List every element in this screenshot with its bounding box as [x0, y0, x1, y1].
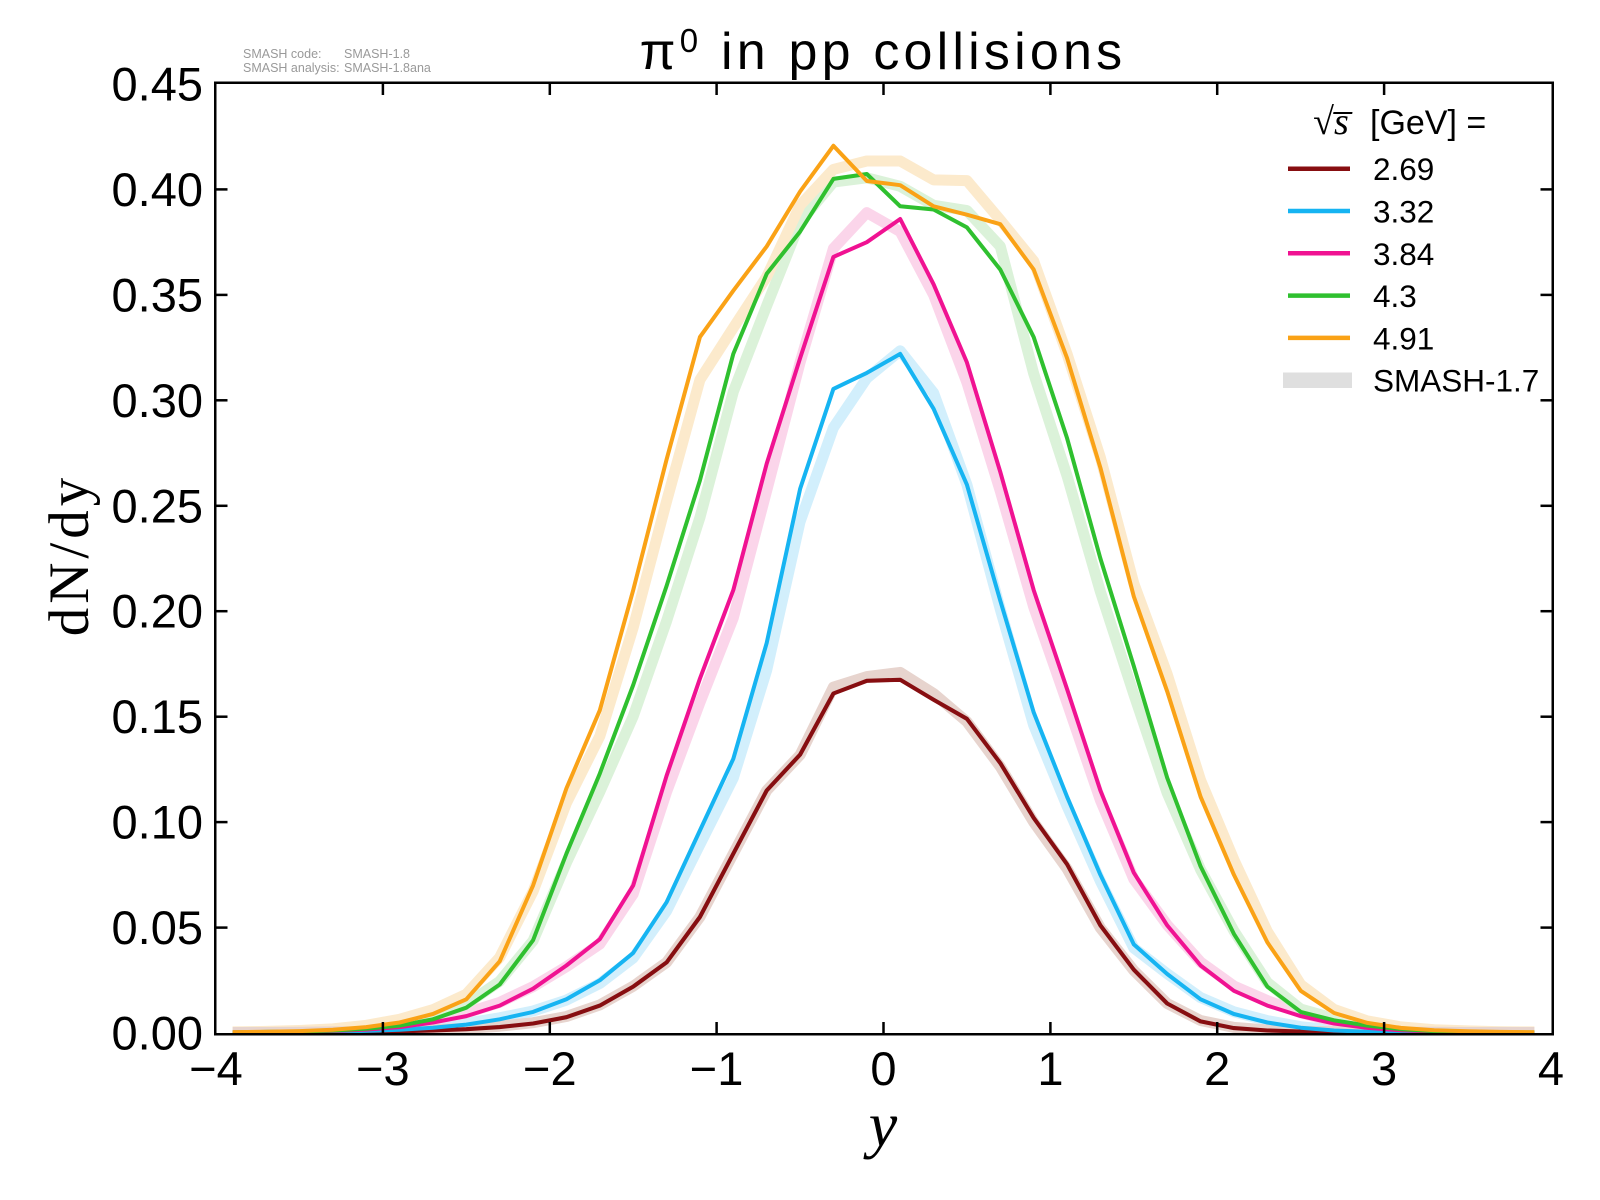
svg-text:3.84: 3.84: [1373, 236, 1434, 272]
svg-text:2: 2: [1204, 1042, 1230, 1095]
svg-text:0.30: 0.30: [112, 374, 203, 427]
svg-text:4.3: 4.3: [1373, 278, 1417, 314]
svg-text:SMASH-1.7: SMASH-1.7: [1373, 363, 1539, 399]
svg-text:0.15: 0.15: [112, 690, 203, 743]
svg-text:−2: −2: [523, 1042, 577, 1095]
svg-text:−3: −3: [356, 1042, 410, 1095]
svg-text:SMASH-1.8ana: SMASH-1.8ana: [344, 61, 431, 75]
svg-text:0.00: 0.00: [112, 1007, 203, 1060]
svg-text:3: 3: [1371, 1042, 1397, 1095]
svg-text:π0 in pp collisions: π0 in pp collisions: [640, 22, 1127, 81]
svg-text:−4: −4: [189, 1042, 243, 1095]
svg-text:0.40: 0.40: [112, 163, 203, 216]
svg-text:dN/dy: dN/dy: [38, 474, 101, 637]
svg-text:0.10: 0.10: [112, 796, 203, 849]
svg-text:SMASH code:: SMASH code:: [243, 47, 322, 61]
svg-text:3.32: 3.32: [1373, 194, 1434, 230]
svg-text:1: 1: [1037, 1042, 1063, 1095]
svg-text:y: y: [863, 1089, 898, 1160]
svg-text:SMASH-1.8: SMASH-1.8: [344, 47, 410, 61]
svg-text:−1: −1: [690, 1042, 744, 1095]
svg-text:0.25: 0.25: [112, 479, 203, 532]
svg-text:4: 4: [1538, 1042, 1564, 1095]
svg-text:0.35: 0.35: [112, 268, 203, 321]
svg-text:0.20: 0.20: [112, 585, 203, 638]
svg-text:[GeV] =: [GeV] =: [1370, 104, 1486, 142]
svg-text:2.69: 2.69: [1373, 151, 1434, 187]
svg-text:SMASH analysis:: SMASH analysis:: [243, 61, 340, 75]
svg-text:4.91: 4.91: [1373, 320, 1434, 356]
svg-text:0: 0: [870, 1042, 896, 1095]
svg-text:0.05: 0.05: [112, 901, 203, 954]
svg-text:√s̅: √s̅: [1313, 101, 1353, 143]
svg-text:0.45: 0.45: [112, 58, 203, 111]
